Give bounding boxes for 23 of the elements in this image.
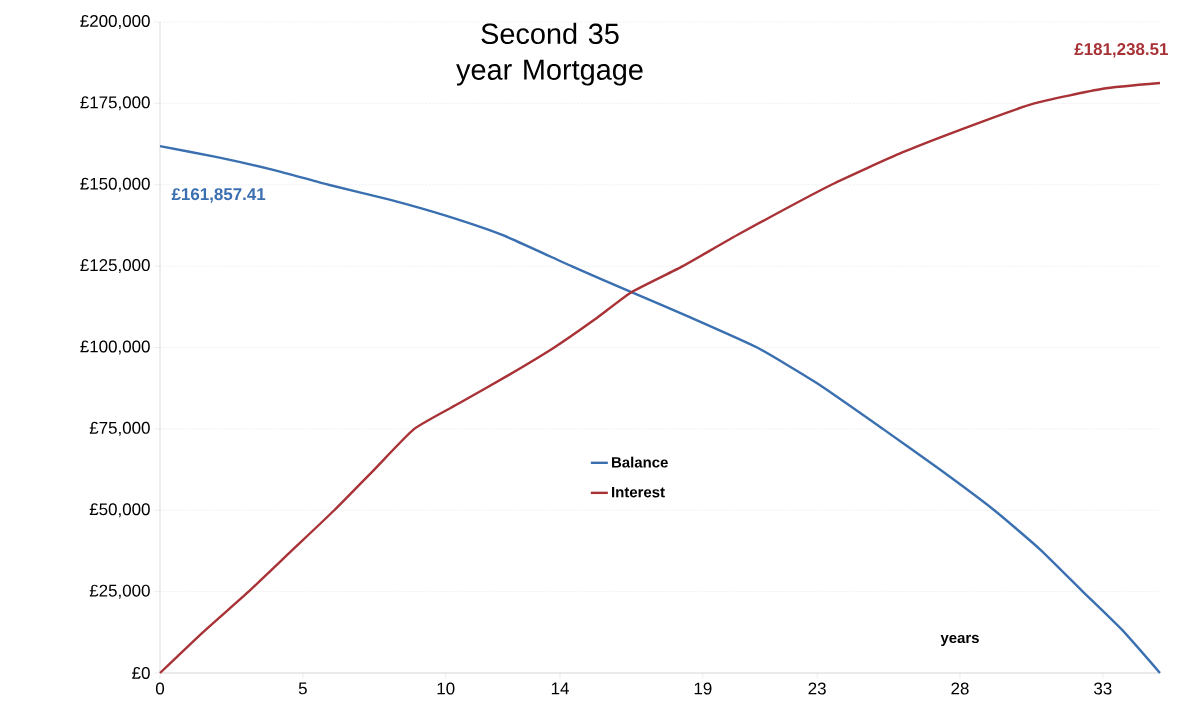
y-tick-label: £25,000 (89, 584, 150, 599)
y-tick-label: £125,000 (80, 259, 150, 274)
x-tick-label: 28 (951, 682, 969, 695)
y-tick-label: £150,000 (80, 177, 150, 192)
y-tick-label: £50,000 (89, 503, 150, 518)
x-axis-title: years (940, 634, 979, 647)
x-tick-label: 14 (551, 682, 569, 695)
y-tick-label: £200,000 (80, 14, 150, 29)
text: Second 35 year Mortgage (456, 22, 643, 86)
x-tick-label: 10 (437, 682, 455, 695)
x-tick-label: 33 (1094, 682, 1112, 695)
y-tick-label: £0 (132, 667, 150, 679)
x-tick-label: 0 (155, 682, 165, 695)
x-tick-label: 19 (694, 682, 712, 695)
y-tick-label: £100,000 (80, 340, 150, 355)
y-tick-label: £75,000 (89, 421, 150, 436)
y-tick-label: £175,000 (80, 96, 150, 111)
annotation: £181,238.51 (1074, 43, 1168, 58)
x-tick-label: 5 (298, 682, 307, 695)
x-tick-label: 23 (808, 682, 826, 695)
legend-label: Interest (612, 486, 665, 498)
annotation: £161,857.41 (171, 188, 266, 203)
legend-label: Balance (612, 456, 668, 468)
